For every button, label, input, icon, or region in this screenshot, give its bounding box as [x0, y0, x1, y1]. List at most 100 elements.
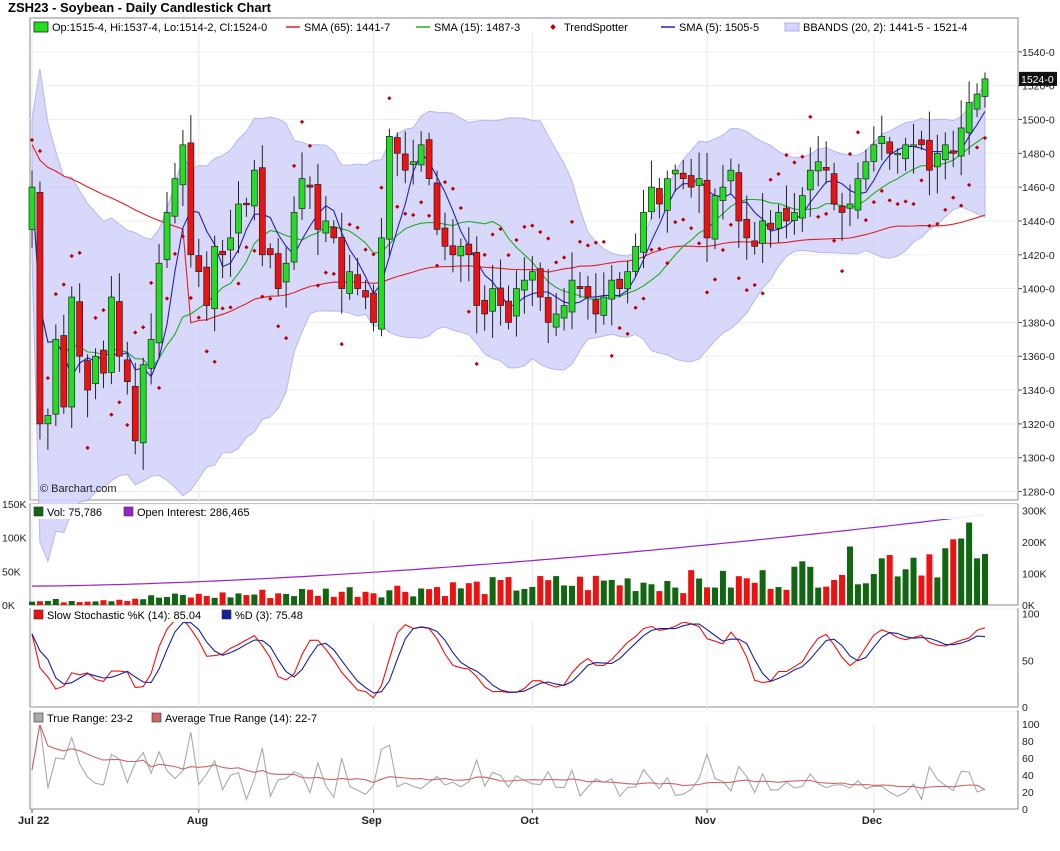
- price-tick-label: 1400-0: [1022, 284, 1055, 296]
- candle-body: [719, 186, 727, 201]
- trendspotter-dot: [522, 224, 527, 229]
- volume-bar: [418, 588, 425, 605]
- candle-body: [314, 184, 322, 230]
- volume-bar: [124, 601, 131, 605]
- candle-body: [640, 212, 647, 253]
- tr-tick: 100: [1022, 719, 1040, 731]
- trendspotter-dot: [141, 325, 146, 330]
- candle-body: [536, 268, 544, 298]
- candle-body: [783, 207, 790, 222]
- trendspotter-dot: [411, 212, 416, 218]
- trendspotter-dot: [538, 229, 543, 235]
- volume-left-tick: 100K: [2, 533, 27, 545]
- volume-bar: [743, 578, 750, 605]
- trendspotter-dot: [379, 185, 384, 190]
- volume-bar: [719, 570, 726, 605]
- price-tick-label: 1480-0: [1022, 148, 1055, 160]
- trendspotter-dot: [244, 245, 249, 250]
- trendspotter-dot: [641, 296, 646, 301]
- volume-bar: [116, 599, 123, 605]
- date-tick-label: Nov: [695, 815, 717, 827]
- trendspotter-dot: [824, 211, 829, 217]
- volume-bar: [600, 580, 607, 605]
- candle-body: [36, 191, 44, 425]
- volume-bar: [561, 585, 568, 605]
- candle-body: [584, 286, 592, 298]
- candle-body: [116, 301, 123, 357]
- volume-bar: [29, 601, 35, 605]
- candle-body: [513, 288, 520, 317]
- stoch-d-line: [31, 622, 986, 694]
- volume-bar: [974, 558, 981, 605]
- trendspotter-dot: [696, 241, 702, 246]
- candle-body: [473, 252, 481, 306]
- trendspotter-dot: [879, 188, 884, 193]
- trendspotter-dot: [363, 247, 368, 252]
- trendspotter-dot: [450, 186, 456, 191]
- candle-body: [108, 296, 115, 373]
- candle-body: [981, 78, 989, 97]
- candle-body: [560, 305, 568, 319]
- legend-label: Slow Stochastic %K (14): 85.04: [47, 610, 201, 622]
- volume-bar: [624, 578, 631, 605]
- candle-body: [775, 212, 782, 229]
- candle-body: [600, 296, 608, 316]
- candle-body: [362, 290, 369, 298]
- volume-bar: [338, 591, 345, 605]
- volume-bar: [648, 584, 655, 605]
- candle-body: [76, 301, 84, 357]
- legend-swatch-square: [123, 506, 134, 517]
- trendspotter-dot: [863, 218, 868, 223]
- legend-label: Open Interest: 286,465: [137, 507, 250, 519]
- candle-body: [767, 222, 774, 230]
- volume-bar: [322, 588, 329, 605]
- candle-body: [155, 262, 163, 344]
- trendspotter-dot: [800, 154, 805, 159]
- stoch-tick: 0: [1022, 702, 1028, 714]
- volume-bar: [696, 578, 703, 605]
- candle-body: [552, 313, 560, 328]
- trendspotter-dot: [546, 236, 551, 241]
- volume-bar: [664, 580, 671, 605]
- trendspotter-dot: [466, 309, 471, 314]
- candle-body: [266, 248, 274, 256]
- volume-bar: [680, 593, 687, 605]
- date-tick-label: Jul 22: [18, 815, 49, 827]
- candle-body: [465, 243, 473, 256]
- volume-bar: [76, 602, 83, 605]
- candle-body: [330, 226, 338, 239]
- volume-bar: [918, 575, 925, 605]
- volume-bar: [886, 555, 893, 605]
- last-price-label: 1524-0: [1021, 74, 1054, 86]
- candle-body: [449, 245, 457, 256]
- volume-pane: [29, 514, 988, 605]
- axis-layer: 1540-01520-01500-01480-01460-01440-01420…: [2, 47, 1057, 827]
- tr-tick: 40: [1022, 770, 1034, 782]
- candle-body: [235, 203, 242, 234]
- volume-bar: [513, 590, 520, 605]
- volume-bar: [410, 596, 417, 605]
- legend-label: Op:1515-4, Hi:1537-4, Lo:1514-2, Cl:1524…: [52, 22, 267, 34]
- candle-body: [354, 274, 361, 289]
- candle-body: [521, 279, 528, 291]
- stoch-tick: 50: [1022, 655, 1034, 667]
- volume-bar: [84, 601, 91, 605]
- trendspotter-dot: [196, 315, 201, 320]
- trendspotter-dot: [919, 178, 924, 183]
- trendspotter-dot: [736, 276, 741, 281]
- candle-body: [258, 167, 266, 256]
- trendspotter-dot: [585, 243, 591, 248]
- candle-body: [846, 203, 854, 209]
- trendspotter-dot: [490, 232, 495, 237]
- trendspotter-dot: [37, 148, 43, 154]
- volume-left-tick: 150K: [2, 499, 27, 511]
- volume-bar: [179, 595, 186, 605]
- price-tick-label: 1380-0: [1022, 317, 1055, 329]
- volume-bar: [243, 595, 250, 605]
- candle-body: [695, 178, 703, 186]
- volume-bar: [529, 586, 536, 605]
- volume-bar: [354, 596, 361, 605]
- trendspotter-dot: [752, 282, 757, 288]
- trendspotter-dot: [625, 331, 630, 336]
- candle-body: [505, 300, 512, 323]
